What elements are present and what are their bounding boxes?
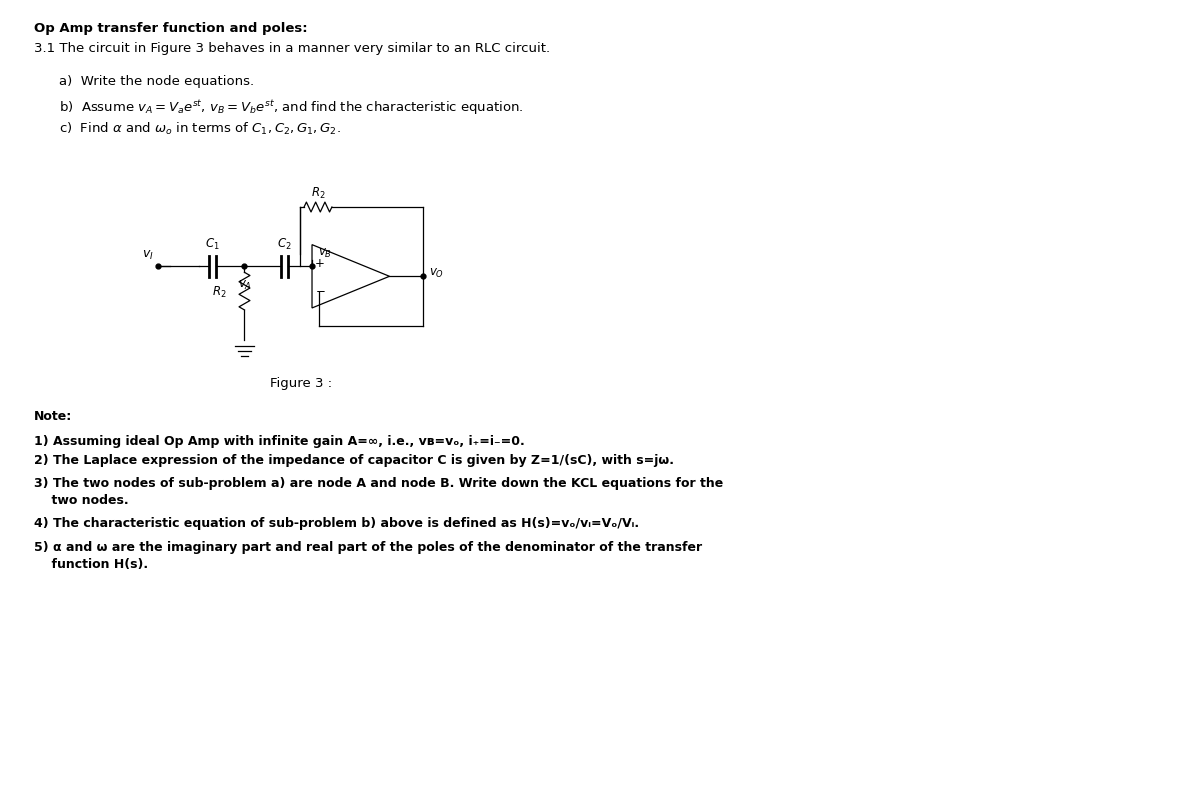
Text: $-$: $-$	[314, 283, 325, 296]
Text: $v_O$: $v_O$	[430, 266, 444, 280]
Text: $C_1$: $C_1$	[205, 237, 220, 251]
Text: a)  Write the node equations.: a) Write the node equations.	[59, 75, 254, 89]
Text: b)  Assume $v_A = V_ae^{st}$, $v_B = V_be^{st}$, and find the characteristic equ: b) Assume $v_A = V_ae^{st}$, $v_B = V_be…	[59, 98, 523, 117]
Text: 3.1 The circuit in Figure 3 behaves in a manner very similar to an RLC circuit.: 3.1 The circuit in Figure 3 behaves in a…	[34, 42, 550, 54]
Text: $v_A$: $v_A$	[239, 279, 252, 292]
Text: 3) The two nodes of sub-problem a) are node A and node B. Write down the KCL equ: 3) The two nodes of sub-problem a) are n…	[34, 477, 724, 490]
Text: $C_2$: $C_2$	[277, 237, 292, 251]
Text: Figure 3 :: Figure 3 :	[270, 378, 331, 390]
Text: $R_2$: $R_2$	[311, 186, 325, 201]
Text: 5) α and ω are the imaginary part and real part of the poles of the denominator : 5) α and ω are the imaginary part and re…	[34, 541, 702, 554]
Text: Note:: Note:	[34, 410, 72, 423]
Text: 1) Assuming ideal Op Amp with infinite gain A=∞, i.e., vʙ=vₒ, i₊=i₋=0.: 1) Assuming ideal Op Amp with infinite g…	[34, 434, 524, 448]
Text: 4) The characteristic equation of sub-problem b) above is defined as H(s)=vₒ/vᵢ=: 4) The characteristic equation of sub-pr…	[34, 517, 640, 530]
Text: 2) The Laplace expression of the impedance of capacitor C is given by Z=1/(sC), : 2) The Laplace expression of the impedan…	[34, 454, 674, 467]
Text: $v_B$: $v_B$	[318, 247, 332, 261]
Text: $R_2$: $R_2$	[212, 285, 227, 300]
Text: +: +	[316, 257, 325, 270]
Text: c)  Find $\alpha$ and $\omega_o$ in terms of $C_1, C_2, G_1, G_2$.: c) Find $\alpha$ and $\omega_o$ in terms…	[59, 121, 341, 137]
Text: two nodes.: two nodes.	[34, 494, 128, 507]
Text: function H(s).: function H(s).	[34, 558, 148, 571]
Text: $v_I$: $v_I$	[143, 250, 154, 262]
Text: Op Amp transfer function and poles:: Op Amp transfer function and poles:	[34, 22, 307, 35]
